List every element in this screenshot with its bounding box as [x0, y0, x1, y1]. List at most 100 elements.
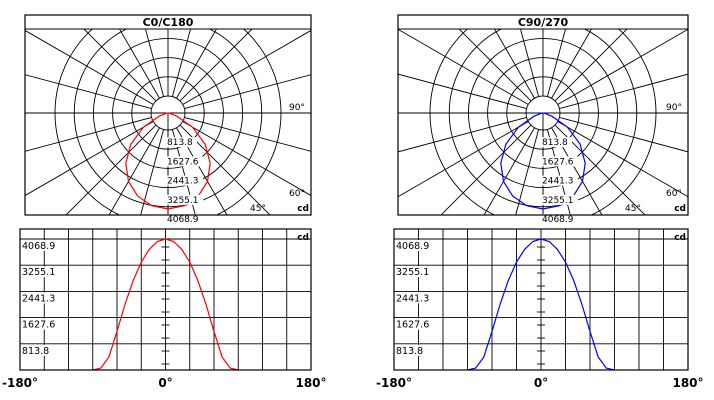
chart-3-ytick: 813.8: [396, 346, 423, 357]
chart-0-tick-bg: [166, 194, 204, 205]
chart-3-ytick-bg: [395, 318, 437, 330]
chart-3-ytick: 3255.1: [396, 267, 429, 278]
chart-0-angle-label-60: 60°: [289, 189, 305, 199]
chart-3-xtick: 180°: [672, 376, 703, 390]
chart-0-spoke: [25, 116, 152, 152]
chart-0-spoke: [176, 29, 218, 99]
chart-0-spoke: [184, 74, 311, 110]
chart-2-tick-bg: [541, 137, 572, 148]
chart-2-tick-bg: [541, 175, 579, 186]
chart-2-spoke: [398, 73, 527, 110]
chart-1-unit: cd: [297, 233, 309, 243]
chart-0-tick-bg: [166, 137, 197, 148]
chart-2-tick-bg: [541, 214, 579, 224]
chart-2-spoke: [557, 121, 688, 198]
chart-0-spoke: [25, 121, 154, 197]
chart-0-polar: 813.8 1627.6 2441.3 3255.1 4068.9 90° 60° 45° cd…: [24, 14, 312, 225]
chart-0-radial-tick: 813.8: [167, 138, 193, 148]
chart-3-ytick: 2441.3: [396, 293, 429, 304]
chart-1-linear: 4068.9 3255.1 2441.3 1627.6 813.8 cd -180° 0° 18…: [2, 228, 327, 390]
chart-2-spoke: [398, 116, 527, 153]
chart-2-spoke: [493, 29, 535, 99]
chart-0-spoke: [182, 29, 311, 105]
chart-2-radial-tick: 4068.9: [542, 215, 574, 225]
chart-0-angle-label-45: 45°: [250, 204, 266, 214]
chart-3-ytick-bg: [395, 266, 437, 278]
chart-0-spoke: [179, 29, 253, 102]
chart-0-tick-bg: [166, 156, 204, 167]
chart-0-radial-tick: 1627.6: [167, 157, 199, 167]
chart-0-radial-tick: 2441.3: [167, 177, 199, 187]
chart-0-spoke: [83, 29, 157, 102]
chart-3-ytick-bg: [395, 292, 437, 304]
chart-2-radial-tick: 3255.1: [542, 196, 574, 206]
chart-1-xtick: 180°: [295, 376, 326, 390]
chart-0-frame: [24, 14, 312, 216]
chart-0-curve: [125, 112, 211, 210]
chart-1-ytick: 4068.9: [22, 241, 55, 252]
chart-0-tick-bg: [166, 214, 204, 224]
chart-2-spoke: [398, 121, 529, 198]
chart-2-spoke: [458, 29, 532, 102]
chart-1-ytick: 1627.6: [22, 320, 55, 331]
chart-0-angle-label-90: 90°: [289, 103, 305, 113]
chart-1-ytick: 813.8: [22, 346, 49, 357]
chart-0-spoke: [145, 29, 165, 97]
chart-1-ytick: 2441.3: [22, 293, 55, 304]
chart-0-spoke: [182, 121, 311, 197]
chart-0-spoke: [184, 116, 311, 152]
chart-2-unit: cd: [674, 204, 686, 214]
chart-0-spoke: [25, 74, 152, 110]
chart-2-spoke: [546, 129, 571, 215]
chart-2-radial-tick: 813.8: [542, 138, 568, 148]
chart-0-spoke: [25, 29, 154, 105]
chart-2-angle-label-90: 90°: [666, 103, 682, 113]
chart-0-spoke: [118, 29, 160, 99]
chart-3-ytick: 1627.6: [396, 320, 429, 331]
chart-1-ytick-bg: [21, 266, 63, 278]
chart-3-linear: 4068.9 3255.1 2441.3 1627.6 813.8 cd -180° 0° 18…: [376, 228, 704, 390]
chart-2-spoke: [559, 73, 688, 110]
chart-0-radial-tick: 4068.9: [167, 215, 199, 225]
chart-3-ytick-bg: [395, 240, 437, 251]
chart-1-frame: [19, 228, 312, 371]
chart-2-spoke: [515, 129, 540, 215]
chart-2-tick-bg: [541, 156, 579, 167]
chart-2-spoke: [483, 127, 535, 215]
chart-2-curve: [500, 112, 586, 210]
chart-2-tick-bg: [541, 194, 579, 205]
chart-2-radial-tick: 1627.6: [542, 157, 574, 167]
chart-1-xtick: 0°: [158, 376, 172, 390]
chart-2-title: C90/270: [518, 16, 569, 29]
chart-1-ytick: 3255.1: [22, 267, 55, 278]
chart-0-spoke: [171, 29, 191, 97]
chart-0-unit: cd: [297, 204, 309, 214]
chart-0-spoke: [171, 129, 196, 215]
chart-3-unit: cd: [674, 233, 686, 243]
chart-3-xtick: 0°: [534, 376, 548, 390]
chart-2-spoke: [551, 29, 593, 99]
chart-0-spoke: [140, 129, 165, 215]
chart-3-frame: [393, 228, 689, 371]
chart-2-angle-label-45: 45°: [625, 204, 641, 214]
chart-2-spoke: [559, 116, 688, 153]
chart-1-ytick-bg: [21, 344, 63, 356]
chart-0-radial-tick: 3255.1: [167, 196, 199, 206]
chart-2-spoke: [557, 29, 688, 105]
chart-0-tick-bg: [166, 175, 204, 186]
chart-2-grid: [398, 29, 688, 215]
chart-3-xtick: -180°: [376, 376, 412, 390]
chart-1-xtick: -180°: [2, 376, 38, 390]
chart-1-ytick-bg: [21, 292, 63, 304]
chart-2-spoke: [554, 29, 628, 102]
chart-3-ytick: 4068.9: [396, 241, 429, 252]
chart-3-ytick-bg: [395, 344, 437, 356]
chart-2-angle-label-60: 60°: [666, 189, 682, 199]
chart-3-curve: [467, 238, 615, 371]
chart-2-spoke: [520, 29, 540, 97]
chart-2-spoke: [546, 29, 566, 97]
chart-0-grid: [25, 29, 311, 215]
chart-2-polar: 813.8 1627.6 2441.3 3255.1 4068.9 90° 60° 45° cd…: [397, 14, 689, 225]
chart-2-frame: [397, 14, 689, 216]
